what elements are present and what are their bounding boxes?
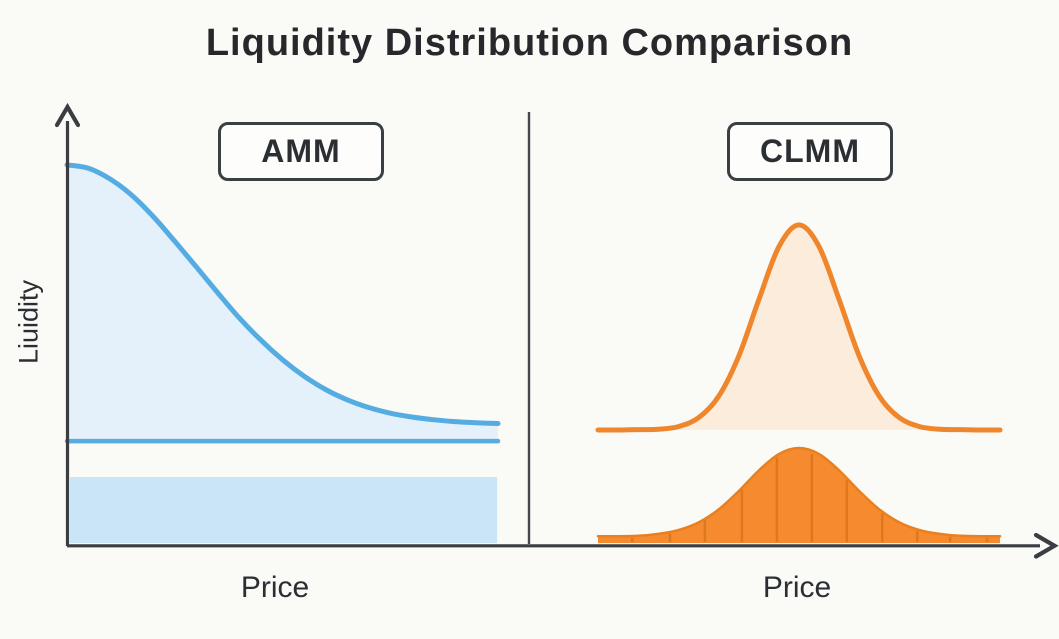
clmm-panel-label-text: CLMM <box>760 133 860 169</box>
x-axis-arrow-icon <box>1033 532 1059 559</box>
amm-uniform-liquidity-band <box>70 477 498 544</box>
clmm-concentrated-liquidity-outline-fill <box>598 224 1000 431</box>
amm-panel-label: AMM <box>218 122 384 181</box>
clmm-concentrated-liquidity-filled-outline <box>596 446 1002 538</box>
x-axis-label-amm: Price <box>240 571 310 604</box>
page-title: Liquidity Distribution Comparison <box>205 22 854 64</box>
amm-panel-label-text: AMM <box>261 133 341 169</box>
amm-liquidity-curve-outline <box>64 162 501 426</box>
clmm-panel-label: CLMM <box>727 122 893 181</box>
y-axis-label: Liuidity <box>13 279 44 365</box>
x-axis-label-clmm: Price <box>762 571 832 604</box>
amm-chart-layer <box>64 162 501 544</box>
amm-liquidity-curve-fill <box>67 164 498 442</box>
clmm-concentrated-liquidity-filled-fill <box>598 448 1000 544</box>
clmm-concentrated-liquidity-outline-outline <box>595 222 1003 433</box>
y-axis-arrow-icon <box>54 102 81 128</box>
clmm-chart-layer <box>595 222 1003 544</box>
